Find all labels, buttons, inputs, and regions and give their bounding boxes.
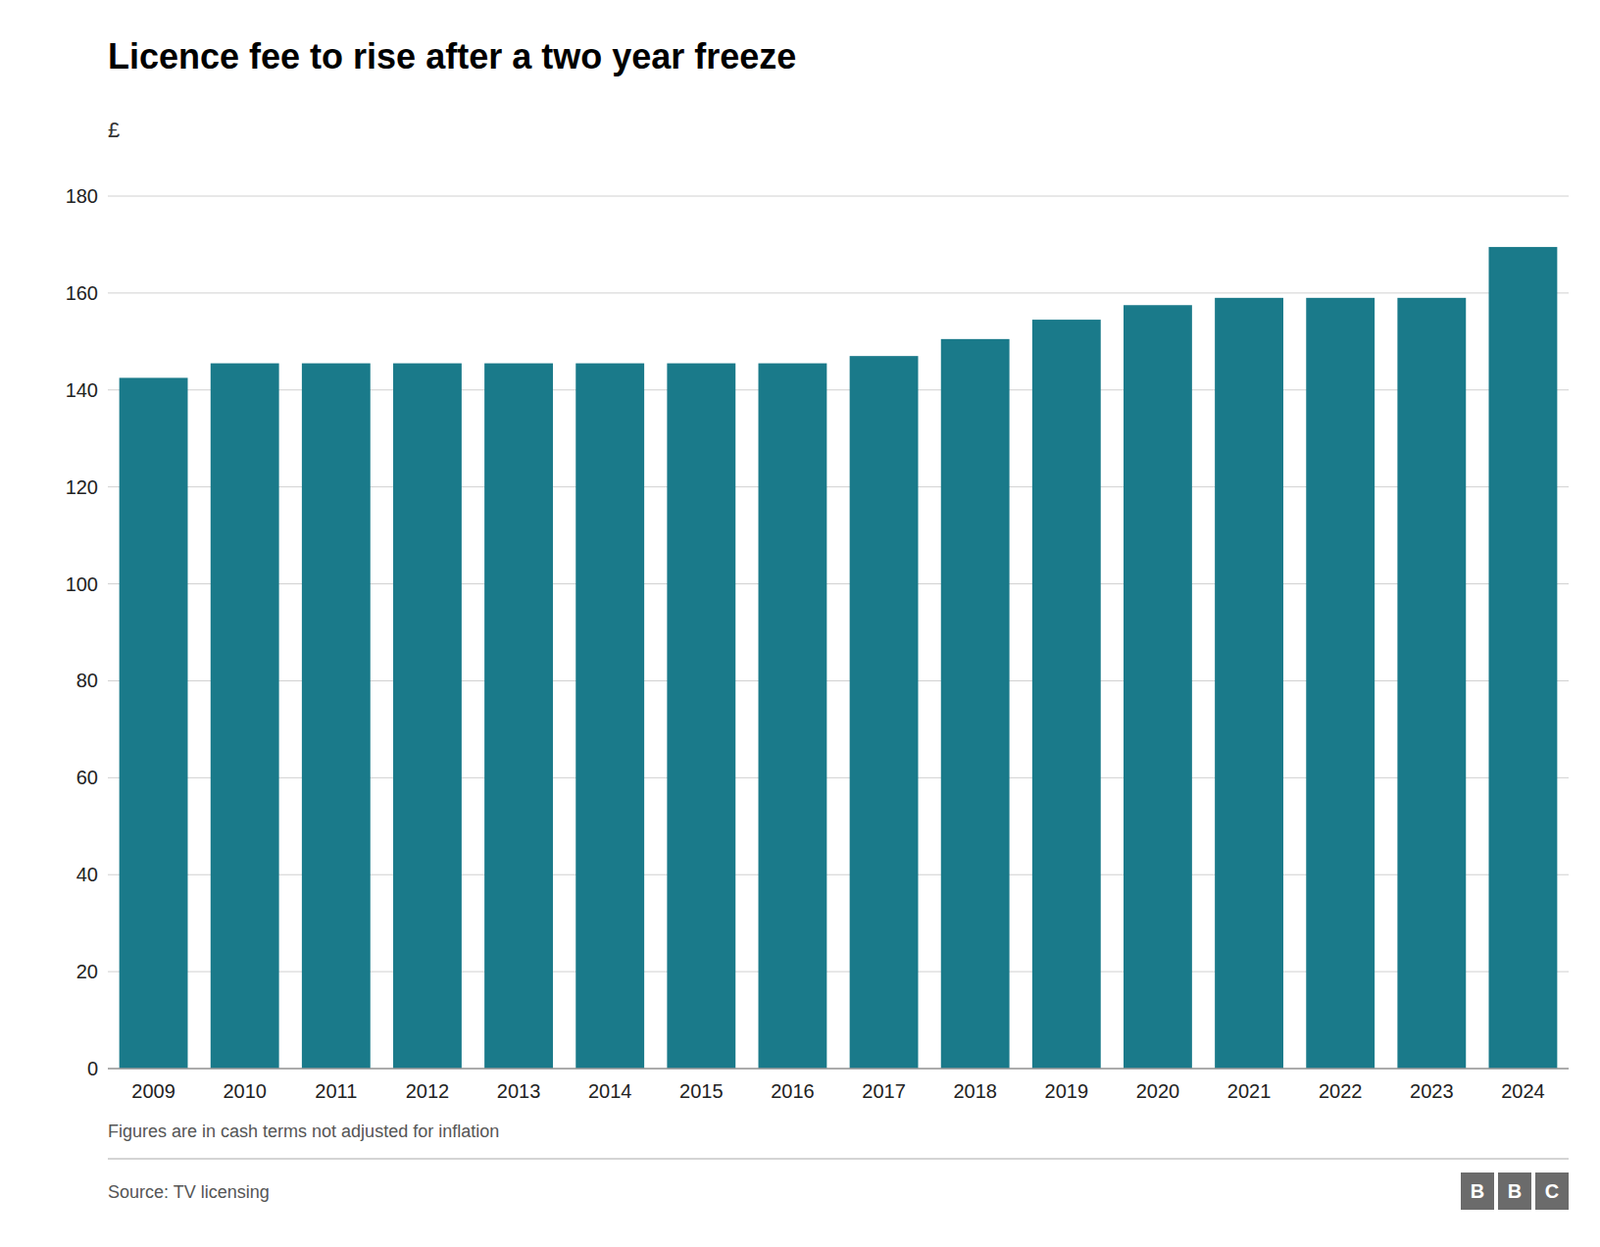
x-tick-label: 2016 xyxy=(770,1080,815,1102)
x-tick-label: 2017 xyxy=(861,1080,906,1102)
x-tick-label: 2011 xyxy=(314,1080,357,1102)
y-tick-label: 80 xyxy=(76,669,99,692)
separator xyxy=(107,1158,1569,1160)
bar xyxy=(484,363,553,1069)
bars xyxy=(119,247,1558,1069)
bar xyxy=(301,363,371,1069)
bar xyxy=(1032,319,1101,1069)
x-tick-label: 2020 xyxy=(1136,1080,1181,1102)
logo-box xyxy=(1498,1172,1532,1210)
logo-box xyxy=(1460,1172,1495,1210)
y-tick-label: 60 xyxy=(76,766,99,789)
bar xyxy=(393,363,462,1069)
x-tick-label: 2009 xyxy=(131,1080,176,1102)
bar xyxy=(758,363,828,1069)
x-tick-label: 2015 xyxy=(679,1080,724,1102)
title: Licence fee to rise after a two year fre… xyxy=(107,36,797,77)
x-tick-label: 2010 xyxy=(222,1080,267,1102)
bar xyxy=(941,339,1010,1069)
y-tick-label: 40 xyxy=(76,863,99,886)
x-axis-line xyxy=(107,1067,1569,1070)
bar xyxy=(210,363,280,1069)
logo-letter: B xyxy=(1470,1180,1485,1202)
x-tick-label: 2024 xyxy=(1500,1080,1546,1102)
logo-box xyxy=(1535,1172,1569,1210)
y-tick-label: 180 xyxy=(65,185,99,207)
bar xyxy=(666,363,736,1069)
y-tick-label: 0 xyxy=(87,1057,99,1080)
logo-letter: C xyxy=(1545,1180,1559,1202)
source: Source: TV licensing xyxy=(107,1182,270,1202)
x-tick-label: 2023 xyxy=(1409,1080,1454,1102)
y-tick-label: 140 xyxy=(65,379,99,401)
grid-line xyxy=(107,1068,1569,1070)
y-tick-label: 20 xyxy=(76,960,99,983)
x-tick-label: 2013 xyxy=(497,1080,542,1102)
grid-line xyxy=(107,196,1569,198)
x-tick-label: 2021 xyxy=(1227,1080,1272,1102)
subtitle: £ xyxy=(107,117,120,143)
chart: Licence fee to rise after a two year fre… xyxy=(0,0,1600,1247)
footer-note: Figures are in cash terms not adjusted f… xyxy=(107,1121,500,1142)
y-tick-label: 160 xyxy=(65,282,99,304)
logo: BB C xyxy=(1460,1172,1569,1210)
x-tick-label: 2018 xyxy=(952,1080,998,1102)
grid-line xyxy=(107,292,1569,294)
bar xyxy=(1123,304,1193,1069)
bar xyxy=(1214,298,1284,1069)
y-tick-label: 120 xyxy=(65,476,99,499)
bar xyxy=(1397,298,1466,1069)
x-tick-label: 2012 xyxy=(405,1080,450,1102)
x-tick-label: 2019 xyxy=(1045,1080,1090,1102)
y-tick-label: 100 xyxy=(65,573,99,596)
bar xyxy=(575,363,645,1069)
bar xyxy=(850,355,919,1069)
bar xyxy=(1305,298,1375,1069)
x-tick-label: 2022 xyxy=(1318,1080,1363,1102)
grid xyxy=(107,196,1569,1069)
logo-letter: B xyxy=(1507,1180,1522,1202)
bar xyxy=(119,377,189,1069)
x-tick-label: 2014 xyxy=(588,1080,633,1102)
bar xyxy=(1489,247,1558,1069)
